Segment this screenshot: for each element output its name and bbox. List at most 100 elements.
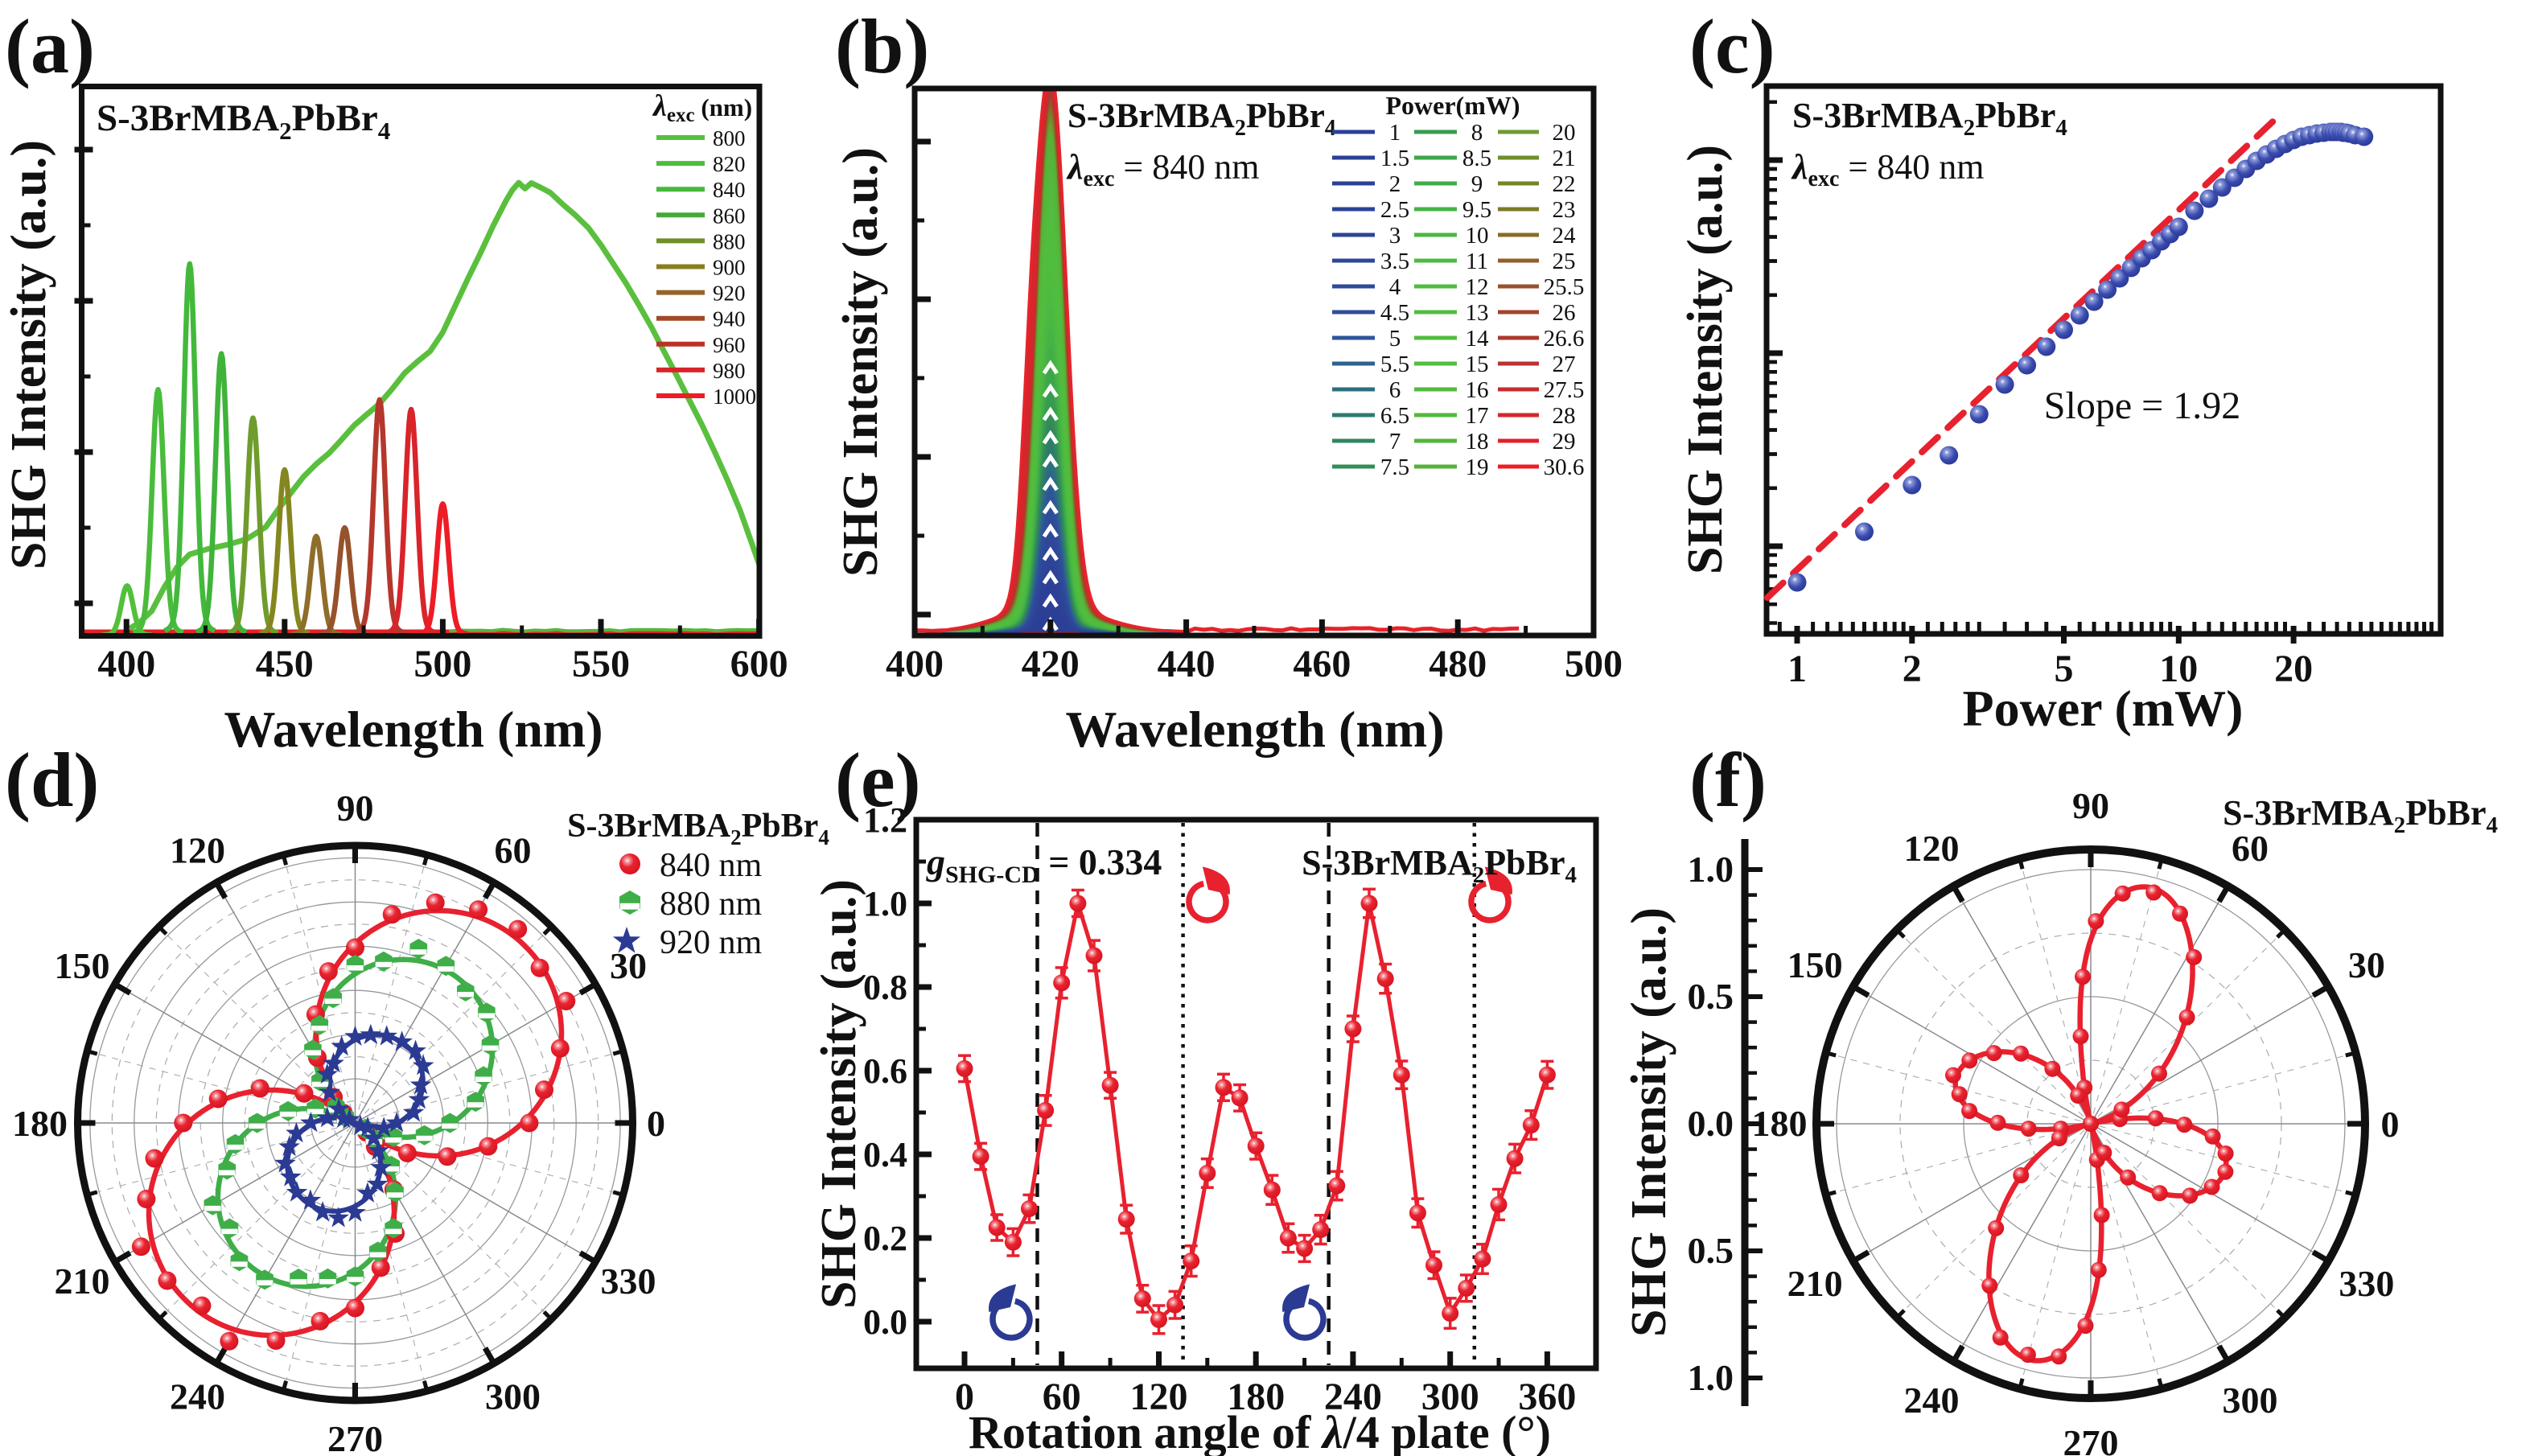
svg-text:880: 880 — [713, 229, 746, 253]
svg-text:(c): (c) — [1689, 3, 1775, 89]
svg-text:120: 120 — [1130, 1376, 1188, 1418]
svg-text:S-3BrMBA2PbBr4: S-3BrMBA2PbBr4 — [1792, 96, 2067, 141]
svg-text:240: 240 — [1904, 1380, 1960, 1421]
svg-text:27.5: 27.5 — [1544, 377, 1585, 403]
svg-text:240: 240 — [1324, 1376, 1382, 1418]
svg-text:20: 20 — [1553, 120, 1576, 146]
svg-text:(f): (f) — [1689, 737, 1767, 823]
svg-text:(a): (a) — [5, 3, 95, 89]
svg-text:420: 420 — [1022, 643, 1080, 685]
svg-text:840 nm: 840 nm — [660, 847, 763, 884]
svg-text:180: 180 — [1227, 1376, 1285, 1418]
svg-text:180: 180 — [12, 1103, 68, 1144]
svg-text:15: 15 — [1466, 352, 1489, 377]
svg-text:400: 400 — [97, 643, 155, 685]
svg-text:800: 800 — [713, 126, 746, 150]
svg-text:SHG Intensity (a.u.): SHG Intensity (a.u.) — [1678, 145, 1733, 574]
svg-text:860: 860 — [713, 204, 746, 228]
svg-text:60: 60 — [1043, 1376, 1081, 1418]
svg-text:400: 400 — [886, 643, 944, 685]
svg-text:940: 940 — [713, 307, 746, 331]
svg-text:150: 150 — [1787, 944, 1843, 985]
svg-text:0: 0 — [647, 1103, 665, 1144]
svg-text:500: 500 — [413, 643, 471, 685]
svg-text:12: 12 — [1466, 274, 1489, 300]
svg-text:1: 1 — [1389, 120, 1401, 146]
svg-text:SHG Intensity (a.u.): SHG Intensity (a.u.) — [833, 147, 888, 577]
svg-text:450: 450 — [256, 643, 314, 685]
svg-text:S-3BrMBA2PbBr4: S-3BrMBA2PbBr4 — [2223, 793, 2498, 838]
svg-text:1.0: 1.0 — [863, 884, 907, 923]
svg-text:1.0: 1.0 — [1688, 1357, 1734, 1398]
svg-text:5: 5 — [1389, 326, 1401, 352]
svg-text:19: 19 — [1466, 454, 1489, 480]
svg-text:9.5: 9.5 — [1462, 197, 1491, 223]
svg-text:30: 30 — [2348, 944, 2385, 985]
svg-text:460: 460 — [1293, 643, 1351, 685]
svg-text:S-3BrMBA2PbBr4: S-3BrMBA2PbBr4 — [97, 97, 390, 145]
svg-text:920: 920 — [713, 282, 746, 306]
svg-text:210: 210 — [55, 1261, 110, 1302]
svg-text:550: 550 — [572, 643, 630, 685]
svg-text:22: 22 — [1553, 171, 1576, 197]
svg-text:270: 270 — [2063, 1422, 2119, 1456]
svg-text:300: 300 — [1421, 1376, 1479, 1418]
svg-text:(b): (b) — [835, 3, 929, 89]
svg-text:4.5: 4.5 — [1380, 300, 1409, 326]
svg-text:SHG Intensity (a.u.): SHG Intensity (a.u.) — [812, 879, 866, 1309]
svg-text:8.5: 8.5 — [1462, 146, 1491, 171]
svg-text:90: 90 — [2072, 785, 2109, 826]
svg-text:0.6: 0.6 — [863, 1051, 907, 1091]
svg-text:24: 24 — [1553, 223, 1577, 249]
svg-text:330: 330 — [2339, 1263, 2394, 1304]
svg-text:60: 60 — [495, 830, 532, 871]
svg-text:5: 5 — [2055, 648, 2074, 690]
svg-text:0.5: 0.5 — [1688, 1230, 1734, 1271]
svg-text:16: 16 — [1466, 377, 1489, 403]
svg-text:SHG Intensity (a.u.): SHG Intensity (a.u.) — [1622, 907, 1676, 1337]
svg-text:1: 1 — [1787, 648, 1807, 690]
svg-text:26: 26 — [1553, 300, 1576, 326]
svg-text:λexc = 840 nm: λexc = 840 nm — [1791, 147, 1984, 191]
svg-text:0.2: 0.2 — [863, 1219, 907, 1258]
svg-text:25.5: 25.5 — [1544, 274, 1585, 300]
svg-text:Rotation angle of λ/4 plate (°: Rotation angle of λ/4 plate (°) — [969, 1406, 1551, 1456]
svg-text:1.2: 1.2 — [863, 800, 907, 840]
svg-text:820: 820 — [713, 152, 746, 176]
svg-text:S-3BrMBA2PbBr4: S-3BrMBA2PbBr4 — [567, 808, 829, 849]
svg-text:60: 60 — [2232, 828, 2269, 869]
svg-text:λexc = 840 nm: λexc = 840 nm — [1066, 147, 1259, 191]
svg-text:8: 8 — [1471, 120, 1483, 146]
svg-text:500: 500 — [1565, 643, 1623, 685]
svg-text:(e): (e) — [835, 737, 921, 823]
svg-text:440: 440 — [1158, 643, 1216, 685]
svg-text:6.5: 6.5 — [1380, 403, 1409, 429]
svg-text:S-3BrMBA2PbBr4: S-3BrMBA2PbBr4 — [1067, 97, 1336, 141]
svg-text:5.5: 5.5 — [1380, 352, 1409, 377]
svg-text:900: 900 — [713, 256, 746, 280]
svg-text:0: 0 — [2381, 1104, 2400, 1145]
svg-text:λexc (nm): λexc (nm) — [652, 89, 752, 126]
svg-text:6: 6 — [1389, 377, 1401, 403]
svg-text:27: 27 — [1553, 352, 1576, 377]
svg-text:1.0: 1.0 — [1688, 849, 1734, 890]
svg-text:920 nm: 920 nm — [660, 924, 763, 961]
svg-text:Power(mW): Power(mW) — [1385, 91, 1520, 120]
svg-text:120: 120 — [170, 830, 225, 871]
svg-text:13: 13 — [1466, 300, 1489, 326]
svg-text:3.5: 3.5 — [1380, 249, 1409, 274]
svg-text:210: 210 — [1787, 1263, 1843, 1304]
svg-text:Power (mW): Power (mW) — [1963, 680, 2244, 737]
svg-text:26.6: 26.6 — [1544, 326, 1585, 352]
svg-text:2: 2 — [1389, 171, 1401, 197]
svg-text:270: 270 — [327, 1418, 383, 1456]
svg-text:0.8: 0.8 — [863, 968, 907, 1007]
svg-text:480: 480 — [1429, 643, 1487, 685]
svg-text:840: 840 — [713, 178, 746, 202]
svg-text:gSHG-CD = 0.334: gSHG-CD = 0.334 — [926, 841, 1162, 888]
svg-text:360: 360 — [1518, 1376, 1576, 1418]
svg-text:21: 21 — [1553, 146, 1576, 171]
svg-text:960: 960 — [713, 333, 746, 357]
svg-text:17: 17 — [1466, 403, 1489, 429]
svg-text:4: 4 — [1389, 274, 1401, 300]
